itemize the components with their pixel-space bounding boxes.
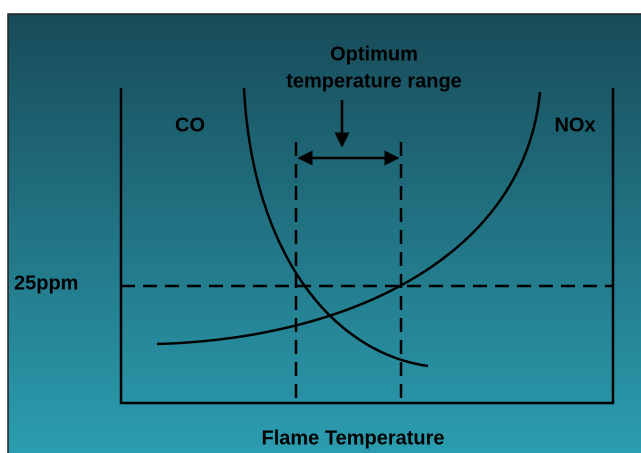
co-curve xyxy=(242,87,429,368)
annotation-line: Optimum xyxy=(330,43,418,65)
nox-curve xyxy=(156,91,542,346)
threshold-label: 25ppm xyxy=(14,272,78,294)
annotation-line: temperature range xyxy=(286,70,462,92)
axes xyxy=(119,88,615,405)
background xyxy=(7,13,641,453)
nox-label: NOx xyxy=(554,114,595,136)
co-label: CO xyxy=(175,114,205,136)
x-axis-label: Flame Temperature xyxy=(261,427,444,449)
